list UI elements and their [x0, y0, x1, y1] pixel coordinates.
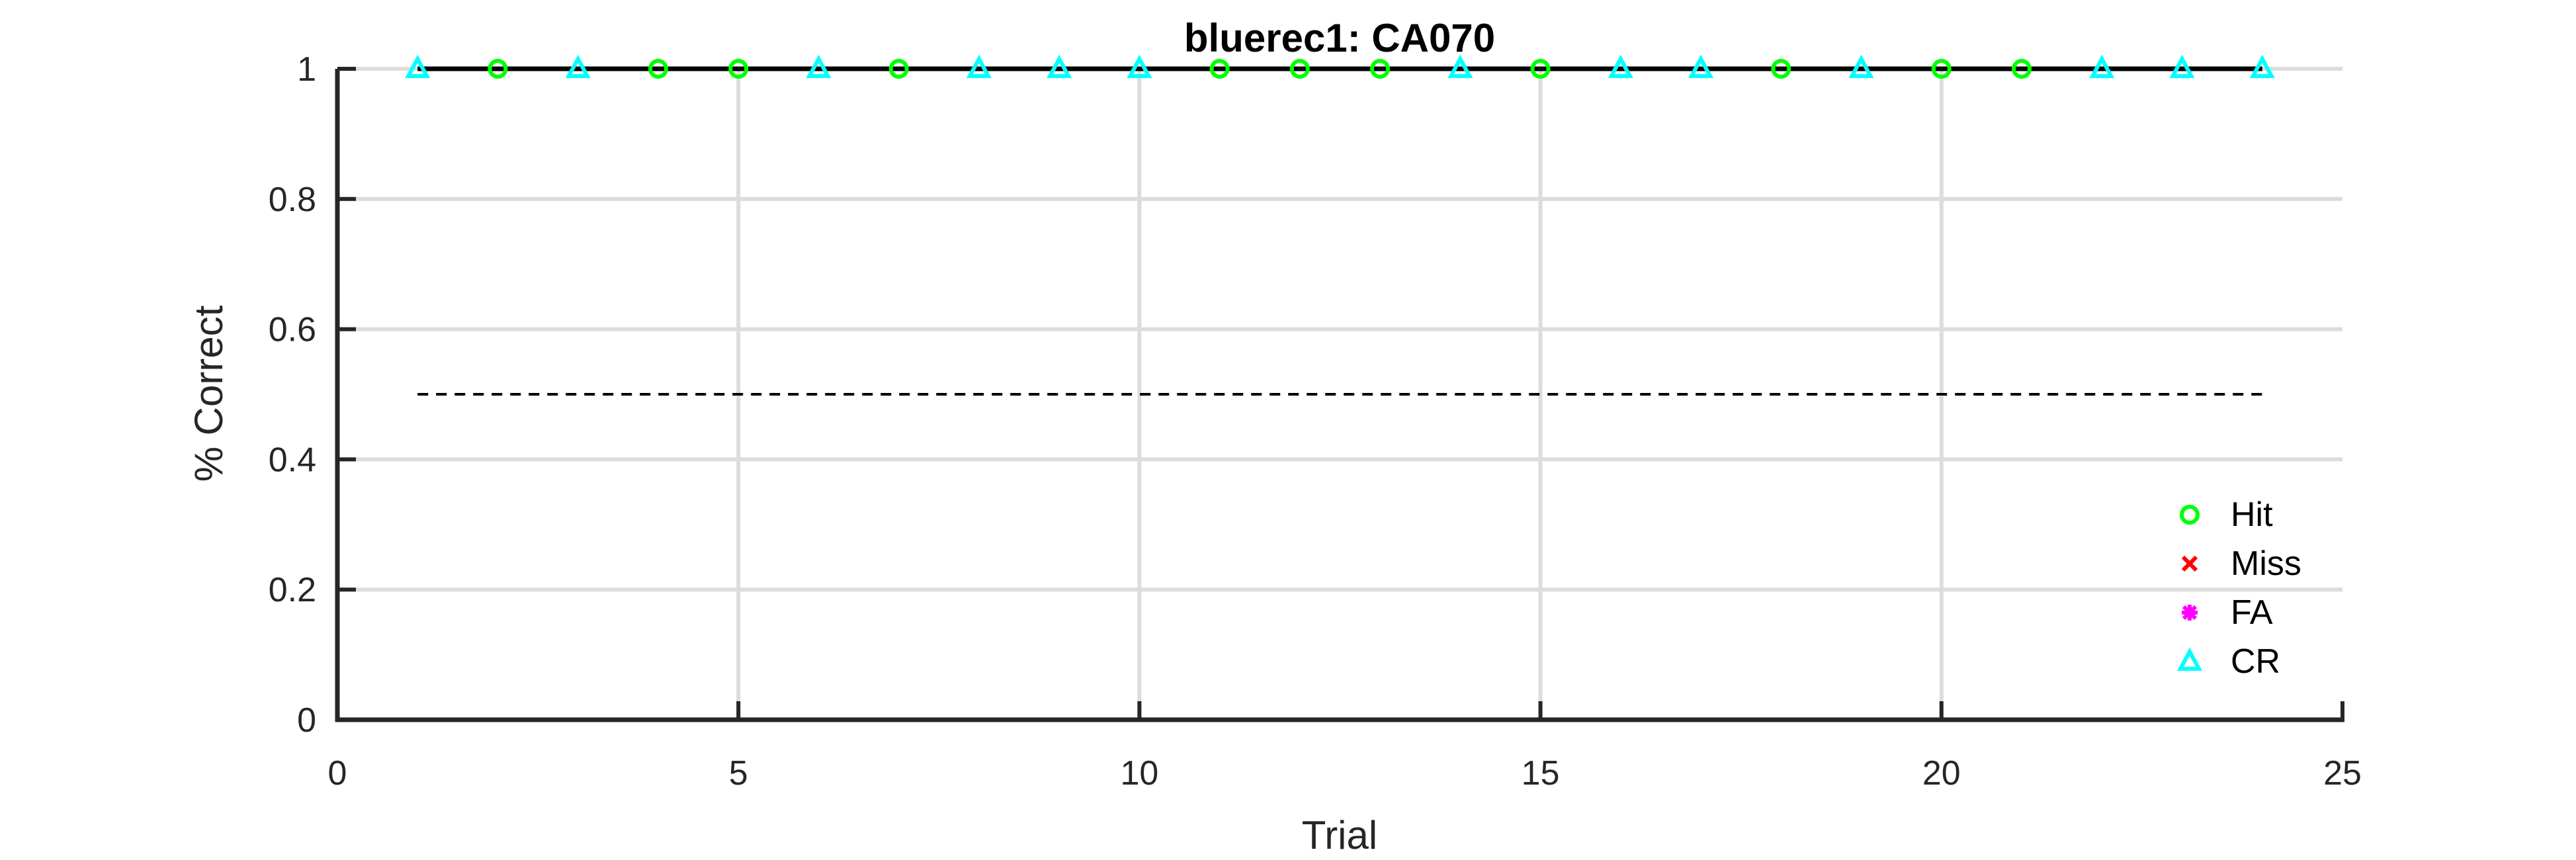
cr-marker — [1447, 54, 1473, 78]
hit-marker — [2012, 59, 2032, 79]
y-tick-label: 0.6 — [269, 311, 316, 349]
axes — [335, 67, 2344, 722]
hit-marker — [1289, 59, 1310, 79]
cr-marker — [1047, 54, 1072, 78]
legend-entry-hit: Hit — [2180, 495, 2273, 534]
legend-entry-cr: CR — [2176, 642, 2280, 681]
legend-fa-symbol — [2182, 605, 2198, 621]
cr-marker — [966, 54, 992, 78]
legend-cr-label: CR — [2231, 642, 2280, 681]
hit-marker — [1771, 59, 1791, 79]
cr-marker — [565, 54, 591, 78]
legend-entry-miss: Miss — [2181, 544, 2301, 583]
x-tick-label: 0 — [328, 754, 347, 793]
x-tick-label: 25 — [2323, 754, 2362, 793]
y-tick-label: 0 — [297, 701, 316, 740]
legend-cr-marker — [2176, 647, 2203, 671]
legend-hit-symbol — [2180, 505, 2200, 525]
legend: Hit Miss FA CR — [2176, 495, 2301, 681]
x-tick-label: 5 — [729, 754, 748, 793]
legend-fa-marker — [2182, 605, 2198, 621]
legend-cr-symbol — [2176, 647, 2203, 671]
legend-fa-label: FA — [2231, 593, 2273, 632]
cr-marker — [2249, 54, 2275, 78]
cr-marker — [2169, 54, 2195, 78]
x-axis-label: Trial — [1302, 813, 1377, 857]
tick-labels: 0 5 10 15 20 25 0 0.2 0.4 0.6 0.8 1 — [269, 50, 2362, 793]
legend-hit-marker — [2180, 505, 2200, 525]
legend-miss-label: Miss — [2231, 544, 2301, 583]
hit-marker — [1530, 59, 1551, 79]
x-tick-label: 10 — [1120, 754, 1158, 793]
y-tick-label: 1 — [297, 50, 316, 89]
hit-marker — [1931, 59, 1952, 79]
hit-marker — [1209, 59, 1230, 79]
legend-entry-fa: FA — [2182, 593, 2273, 632]
y-tick-label: 0.8 — [269, 181, 316, 219]
hit-marker — [888, 59, 909, 79]
y-tick-label: 0.4 — [269, 441, 316, 479]
chart-title: bluerec1: CA070 — [1184, 16, 1495, 60]
x-tick-label: 15 — [1522, 754, 1560, 793]
trial-markers — [405, 54, 2275, 79]
cr-marker — [1688, 54, 1714, 78]
y-axis-label: % Correct — [187, 305, 231, 482]
legend-hit-label: Hit — [2231, 495, 2273, 534]
cr-marker — [1127, 54, 1152, 78]
cr-marker — [405, 54, 431, 78]
legend-miss-marker — [2181, 555, 2198, 572]
x-tick-label: 20 — [1922, 754, 1961, 793]
hit-marker — [488, 59, 508, 79]
cr-marker — [1848, 54, 1874, 78]
hit-marker — [648, 59, 668, 79]
hit-marker — [728, 59, 749, 79]
hit-marker — [1370, 59, 1391, 79]
grid — [337, 67, 2342, 720]
cr-marker — [806, 54, 832, 78]
cr-marker — [2089, 54, 2115, 78]
cr-marker — [1608, 54, 1633, 78]
legend-miss-symbol — [2181, 555, 2198, 572]
y-tick-label: 0.2 — [269, 571, 316, 609]
